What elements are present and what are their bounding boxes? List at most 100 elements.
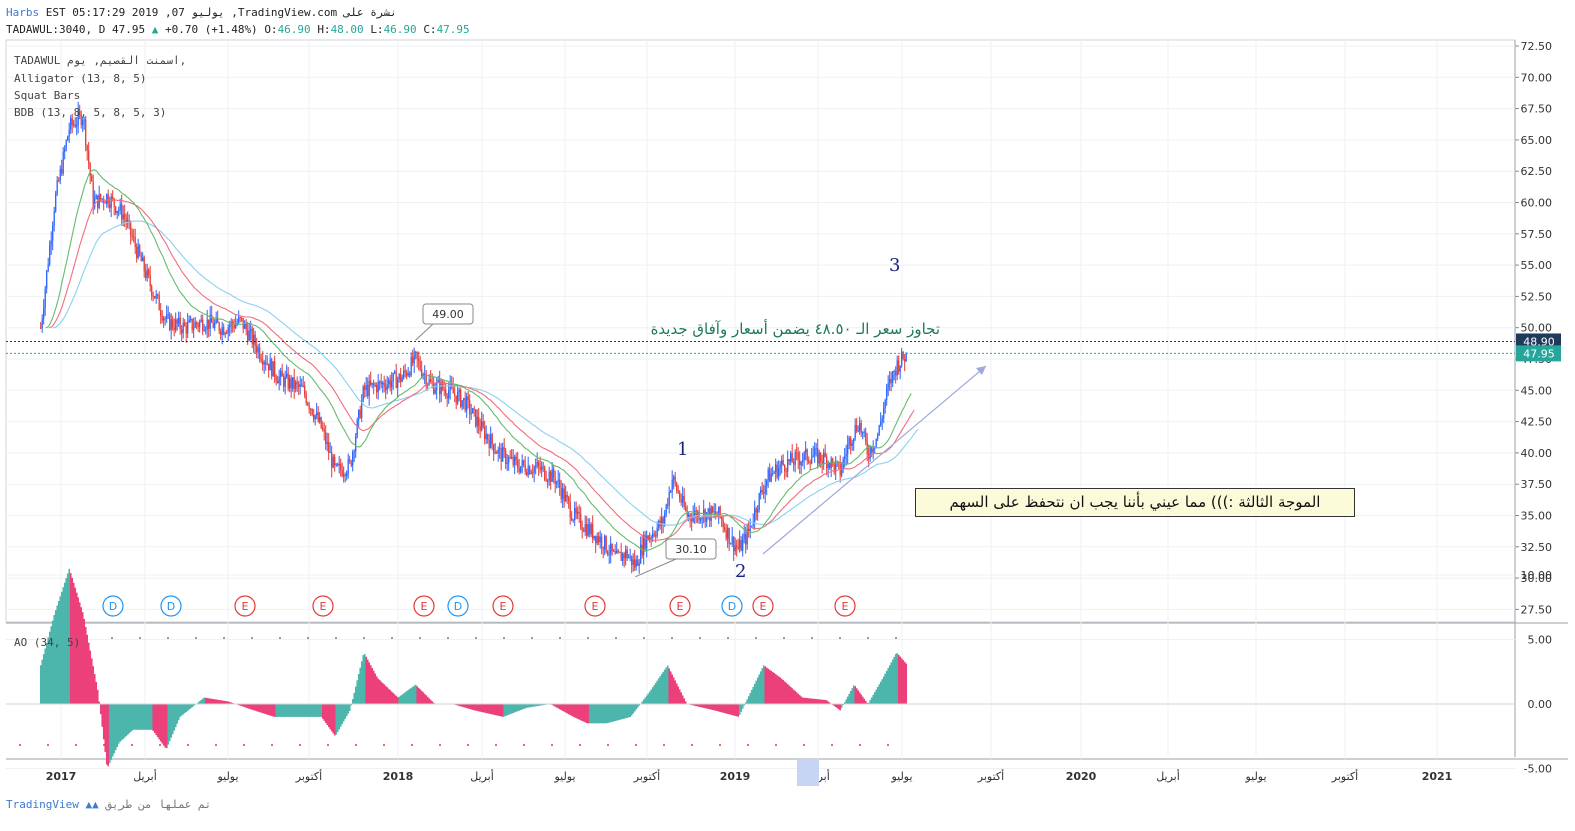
trend-arrow-line	[762, 365, 987, 555]
candle-body	[688, 514, 690, 517]
candle-body	[100, 194, 102, 200]
ao-dot	[839, 637, 841, 639]
ao-bar	[306, 704, 309, 717]
ao-bar	[372, 670, 375, 704]
ao-dot	[383, 744, 385, 746]
ao-bar	[840, 704, 843, 708]
candle-body	[290, 378, 292, 389]
legend-bdb[interactable]: BDB (13, 8, 5, 8, 5, 3)	[14, 106, 167, 119]
candle-body	[757, 509, 759, 513]
candle-body	[337, 463, 339, 466]
wave-label-2[interactable]: 2	[735, 561, 747, 582]
wave-label-3[interactable]: 3	[889, 255, 901, 276]
candle-body	[721, 516, 723, 521]
ao-bar	[473, 704, 476, 711]
candle-body	[422, 374, 424, 377]
candle-body	[433, 382, 435, 394]
ao-bar	[749, 693, 752, 704]
candle-body	[205, 329, 207, 331]
candle-body	[626, 549, 628, 558]
candle-body	[346, 473, 348, 477]
ao-bar	[92, 666, 95, 704]
candle-body	[289, 378, 291, 389]
ao-bar	[171, 704, 174, 735]
legend-squat-bars[interactable]: Squat Bars	[14, 89, 81, 102]
ao-dot	[19, 744, 21, 746]
ao-bar	[381, 682, 384, 704]
ao-bar	[59, 596, 62, 704]
ao-dot	[551, 744, 553, 746]
candle-body	[548, 471, 550, 481]
candle-body	[332, 456, 334, 468]
candle-body	[341, 469, 343, 476]
candle-body	[488, 439, 490, 448]
ao-bar	[848, 693, 851, 704]
ao-bar	[582, 704, 585, 722]
legend-title[interactable]: TADAWUL اسمنت القصيم, يوم,	[14, 54, 187, 67]
ao-bar	[93, 674, 96, 704]
wave-label-1[interactable]: 1	[677, 439, 689, 460]
ao-bar	[866, 702, 869, 704]
ao-bar	[507, 704, 510, 715]
candle-body	[854, 425, 856, 439]
event-letter: D	[454, 600, 462, 613]
ao-dot	[411, 744, 413, 746]
candle-body	[83, 119, 85, 121]
event-letter: E	[592, 600, 599, 613]
ao-bar	[375, 676, 378, 704]
candle-body	[722, 520, 724, 528]
candle-body	[194, 322, 196, 328]
ao-bar	[738, 704, 741, 715]
ao-bar	[534, 704, 537, 707]
candle-body	[139, 245, 141, 255]
candle-body	[812, 455, 814, 458]
ao-bar	[228, 701, 231, 704]
ao-bar	[875, 689, 878, 704]
candle-body	[412, 356, 414, 364]
wave-note-box[interactable]: الموجة الثالثة :))) مما عيني بأننا يجب ا…	[915, 488, 1355, 517]
ao-bar	[153, 704, 156, 733]
ao-bar	[503, 704, 506, 717]
price-tick-label: 55.00	[1521, 259, 1553, 272]
ao-bar	[885, 670, 888, 704]
ao-bar	[474, 704, 477, 711]
earnings-marker	[312, 595, 334, 617]
candle-body	[500, 448, 502, 462]
ao-bar	[662, 671, 665, 704]
ao-bar	[86, 634, 89, 704]
candle-body	[44, 288, 46, 308]
candle-body	[506, 462, 508, 464]
candle-body	[275, 376, 277, 381]
ao-bar	[66, 573, 69, 704]
candle-body	[598, 536, 600, 543]
ao-bar	[147, 704, 150, 730]
ao-bar	[678, 689, 681, 704]
ao-bar	[494, 704, 497, 716]
resistance-note[interactable]: تجاوز سعر الـ ٤٨.٥٠ يضمن أسعار وآفاق جدي…	[650, 320, 940, 338]
ao-bar	[276, 704, 279, 717]
ao-bar	[174, 704, 177, 728]
ao-bar	[525, 704, 528, 708]
candle-body	[563, 488, 565, 502]
ao-bar	[536, 704, 539, 707]
ao-bar	[213, 699, 216, 704]
ao-bar	[95, 681, 98, 704]
ao-bar	[710, 704, 713, 710]
ao-bar	[158, 704, 161, 740]
open-value: 46.90	[277, 23, 311, 36]
candle-body	[653, 533, 655, 536]
candle-body	[628, 556, 630, 558]
ao-bar	[791, 688, 794, 704]
ao-bar	[53, 615, 56, 704]
candle-body	[875, 438, 877, 447]
candle-body	[607, 551, 609, 555]
ao-bar	[156, 704, 159, 738]
ao-bar	[266, 704, 269, 715]
candle-body	[778, 468, 780, 478]
tradingview-brand[interactable]: TradingView	[6, 798, 79, 811]
ao-bar	[479, 704, 482, 712]
legend-ao[interactable]: AO (34, 5)	[14, 636, 81, 649]
legend-alligator[interactable]: Alligator (13, 8, 5)	[14, 72, 147, 85]
